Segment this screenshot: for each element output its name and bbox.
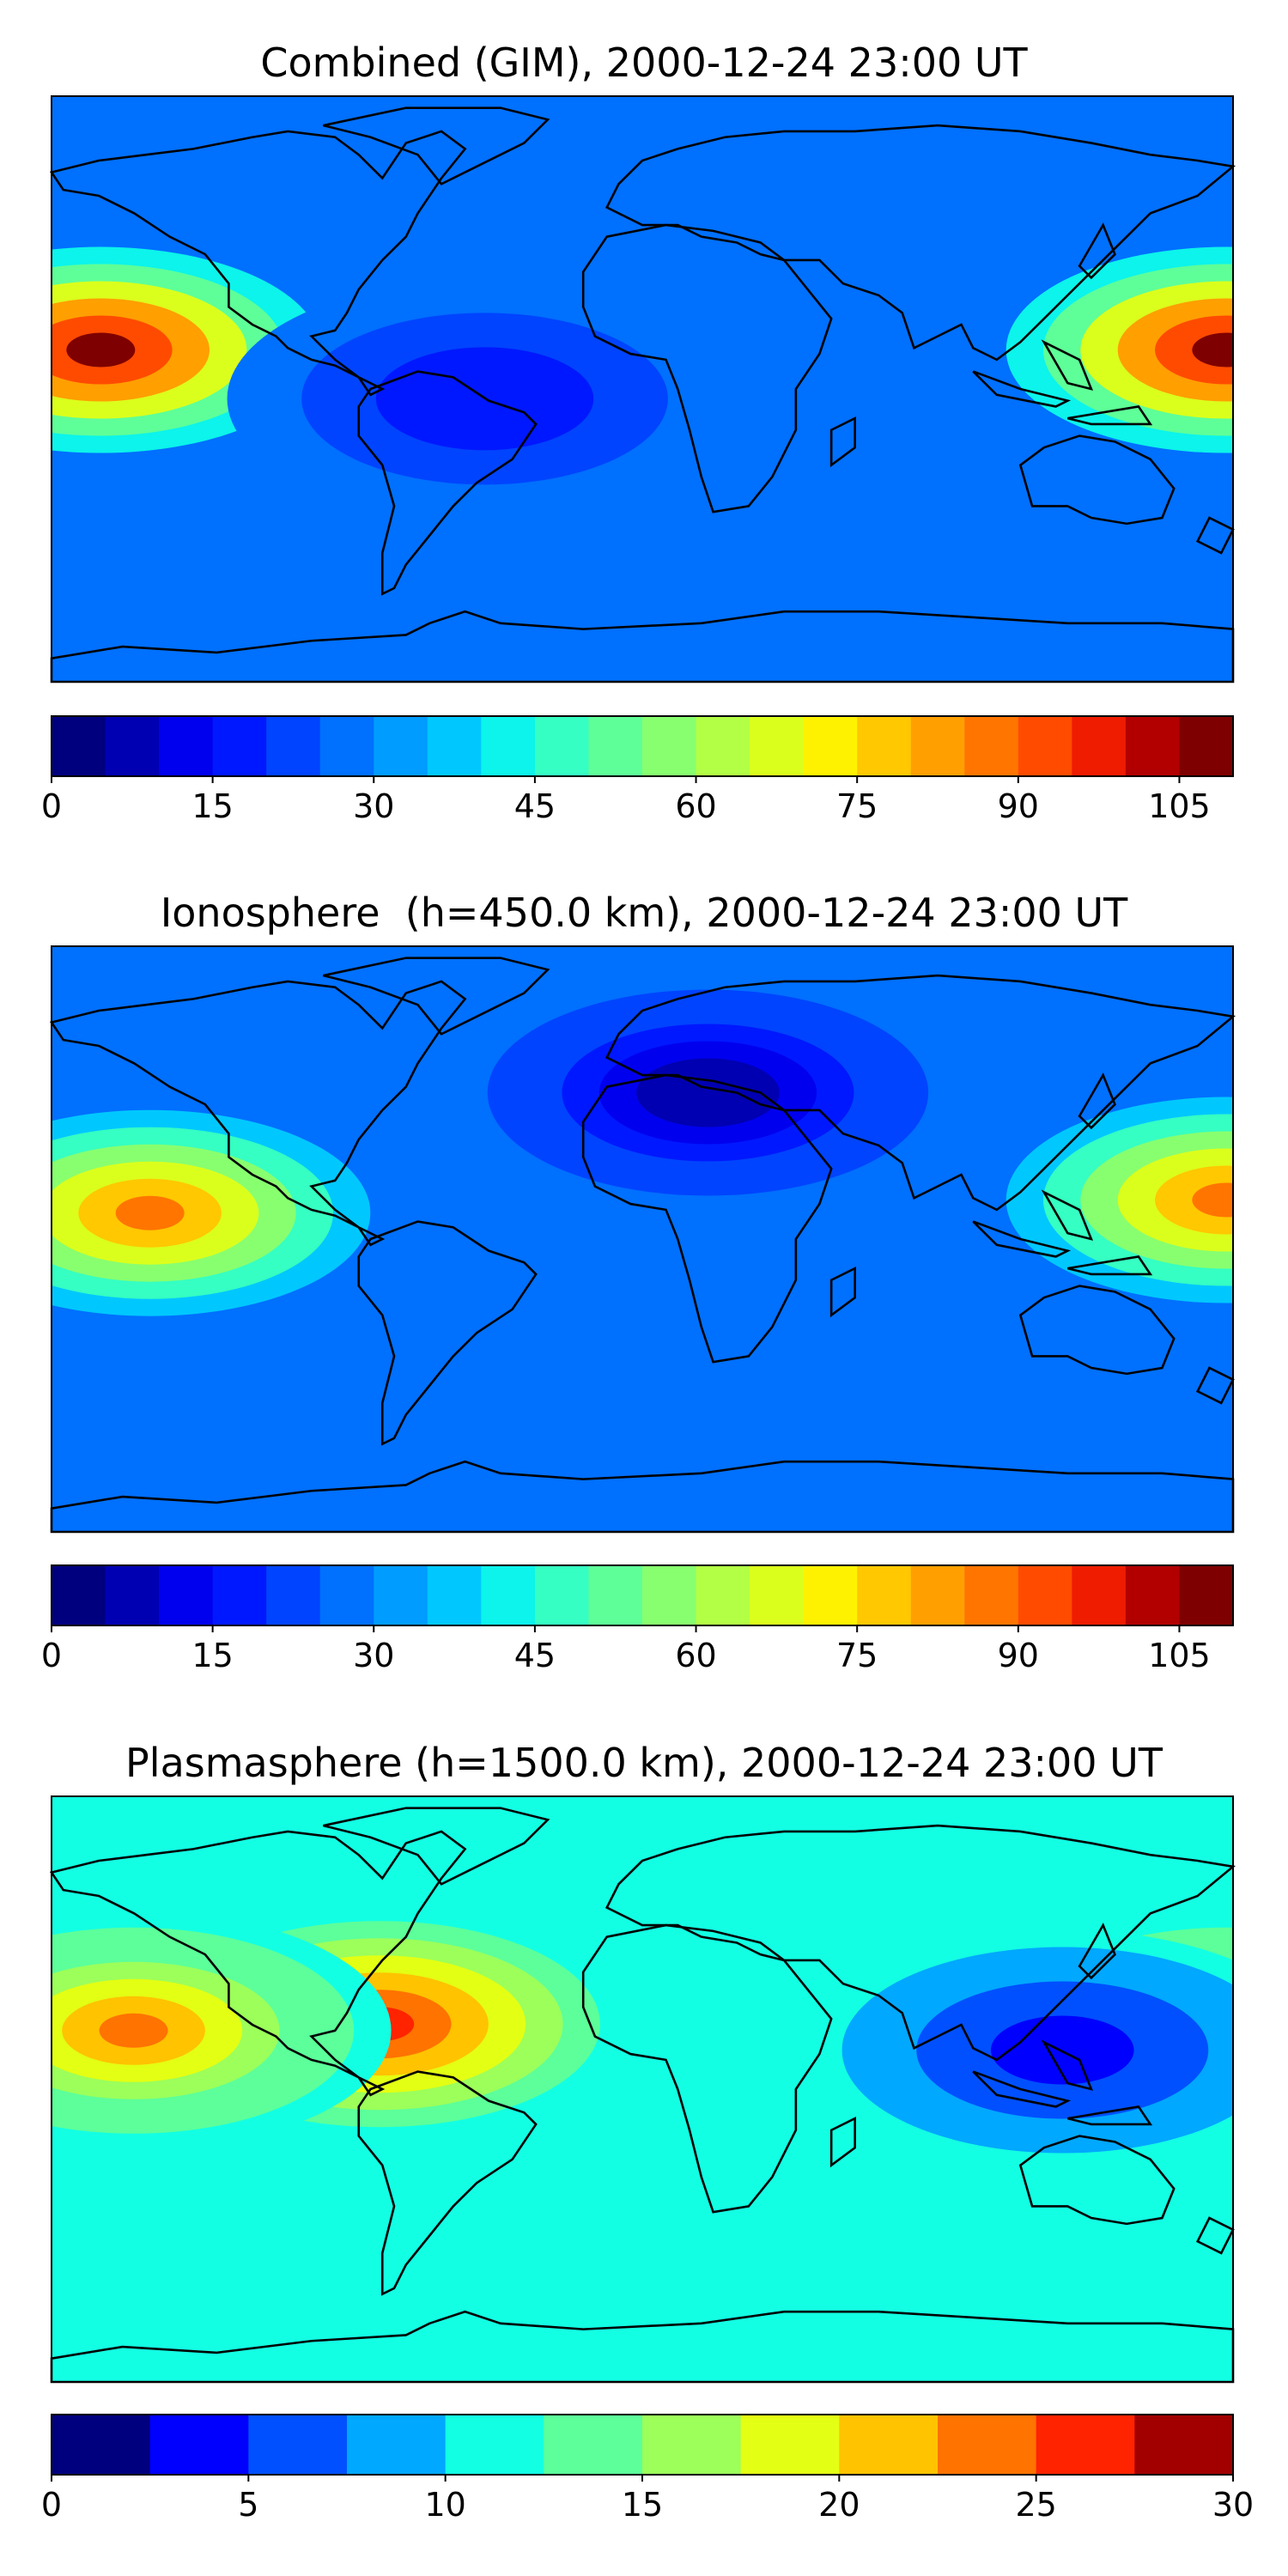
panel-3-colorbar-band-8 [740, 2415, 840, 2475]
panel-1-colorbar-band-15 [803, 716, 858, 776]
panel-2-colorbar-tick-label-2: 15 [191, 1637, 233, 1674]
panel-1-colorbar-tick-label-2: 15 [191, 787, 233, 825]
panel-1-colorbar-tick-label-1: 0 [41, 787, 62, 825]
panel-3-colorbar-band-2 [149, 2415, 249, 2475]
panel-3-coastlines [52, 1808, 1233, 2382]
panel-2-colorbar-band-9 [481, 1565, 536, 1625]
panel-2-colorbar-tick-label-4: 45 [514, 1637, 556, 1674]
panel-1-colorbar-band-9 [481, 716, 536, 776]
panel-1-colorbar-band-20 [1072, 716, 1127, 776]
panel-2-colorbar-tick-label-1: 0 [41, 1637, 62, 1674]
panel-3-colorbar-tick-label-2: 5 [238, 2486, 258, 2524]
panel-2-colorbar-band-18 [964, 1565, 1019, 1625]
panel-2-colorbar-band-11 [588, 1565, 643, 1625]
panel-1-colorbar-band-17 [910, 716, 965, 776]
panel-3-colorbar-tick-label-1: 0 [41, 2486, 62, 2524]
panel-3-colorbar-tick-label-7: 30 [1212, 2486, 1254, 2524]
panel-3-colorbar-band-1 [52, 2415, 151, 2475]
panel-1-title: Combined (GIM), 2000-12-24 23:00 UT [260, 39, 1028, 86]
panel-3-colorbar-band-9 [839, 2415, 939, 2475]
panel-2-colorbar-band-17 [910, 1565, 965, 1625]
panel-2-title: Ionosphere (h=450.0 km), 2000-12-24 23:0… [160, 890, 1128, 936]
panel-3-colorbar-tick-label-6: 25 [1015, 2486, 1056, 2524]
panel-1-peak-1-contour-7 [66, 332, 136, 368]
panel-2-colorbar-band-16 [857, 1565, 912, 1625]
panel-3-colorbar-band-6 [544, 2415, 643, 2475]
panel-1-colorbar-band-11 [588, 716, 643, 776]
panel-2-colorbar-band-4 [212, 1565, 267, 1625]
panel-2-colorbar-tick-label-5: 60 [675, 1637, 716, 1674]
panel-2-colorbar-band-12 [642, 1565, 697, 1625]
panel-3-colorbar-band-11 [1036, 2415, 1135, 2475]
panel-1-map-frame [51, 95, 1234, 683]
panel-1-colorbar-band-5 [266, 716, 321, 776]
panel-2-colorbar-frame [51, 1564, 1234, 1626]
panel-3-colorbar-tick-label-5: 20 [818, 2486, 860, 2524]
panel-1-colorbar-band-2 [105, 716, 160, 776]
panel-1-colorbar-tick-label-6: 75 [836, 787, 878, 825]
panel-1-colorbar-band-1 [52, 716, 106, 776]
panel-3-map-frame [51, 1795, 1234, 2383]
panel-1-coastlines [52, 108, 1233, 682]
panel-3-peak-4-contour-7 [1028, 2032, 1097, 2068]
panel-2-colorbar-band-19 [1018, 1565, 1072, 1625]
panel-2-colorbar-band-7 [374, 1565, 428, 1625]
panel-2-colorbar-band-10 [534, 1565, 590, 1625]
panel-2-colorbar-band-2 [105, 1565, 160, 1625]
panel-2-colorbar-band-21 [1125, 1565, 1181, 1625]
panel-1-colorbar-tick-label-4: 45 [514, 787, 556, 825]
panel-3-colorbar-band-7 [642, 2415, 742, 2475]
panel-2-peak-1-contour-7 [115, 1195, 185, 1230]
panel-1-peak-2-contour-7 [1192, 332, 1233, 368]
panel-1-colorbar-band-6 [319, 716, 374, 776]
panel-2-colorbar-tick-label-6: 75 [836, 1637, 878, 1674]
panel-2-colorbar-band-14 [750, 1565, 805, 1625]
panel-1-colorbar-band-12 [642, 716, 697, 776]
panel-2-colorbar-band-13 [696, 1565, 750, 1625]
panel-1-colorbar-band-21 [1125, 716, 1181, 776]
panel-2-map-frame [51, 945, 1234, 1533]
panel-3-colorbar-band-10 [938, 2415, 1037, 2475]
panel-3-colorbar-band-3 [248, 2415, 348, 2475]
panel-1-colorbar-band-4 [212, 716, 267, 776]
panel-1-colorbar-band-7 [374, 716, 428, 776]
panel-2-peak-2-contour-7 [1192, 1182, 1233, 1218]
panel-3-colorbar-tick-label-4: 15 [622, 2486, 663, 2524]
panel-3-colorbar-band-5 [445, 2415, 544, 2475]
panel-3-colorbar-band-4 [347, 2415, 447, 2475]
panel-2-colorbar-tick-label-3: 30 [353, 1637, 394, 1674]
panel-1-colorbar-band-16 [857, 716, 912, 776]
panel-1-colorbar-tick-label-8: 105 [1148, 787, 1211, 825]
panel-2-colorbar-tick-label-8: 105 [1148, 1637, 1211, 1674]
panel-2-coastlines [52, 958, 1233, 1532]
panel-3-colorbar-band-12 [1134, 2415, 1234, 2475]
panel-2-colorbar-band-8 [427, 1565, 482, 1625]
panel-1-colorbar-band-14 [750, 716, 805, 776]
panel-2-colorbar-band-6 [319, 1565, 374, 1625]
panel-2-colorbar-band-1 [52, 1565, 106, 1625]
panel-1-colorbar-tick-label-7: 90 [998, 787, 1039, 825]
panel-2-colorbar-band-3 [159, 1565, 214, 1625]
panel-3-peak-2-contour-7 [99, 2013, 168, 2048]
panel-1-colorbar-band-3 [159, 716, 214, 776]
panel-2-colorbar-band-22 [1179, 1565, 1234, 1625]
panel-1-colorbar-band-22 [1179, 716, 1234, 776]
panel-1-colorbar-tick-label-5: 60 [675, 787, 716, 825]
panel-3-title: Plasmasphere (h=1500.0 km), 2000-12-24 2… [125, 1740, 1163, 1786]
panel-2-colorbar-band-15 [803, 1565, 858, 1625]
panel-1-colorbar-band-13 [696, 716, 750, 776]
panel-1-colorbar-frame [51, 715, 1234, 777]
panel-2-colorbar-band-5 [266, 1565, 321, 1625]
panel-2-colorbar-band-20 [1072, 1565, 1127, 1625]
panel-1-colorbar-tick-label-3: 30 [353, 787, 394, 825]
panel-2-colorbar-tick-label-7: 90 [998, 1637, 1039, 1674]
panel-3-colorbar-tick-label-3: 10 [424, 2486, 465, 2524]
panel-1-colorbar-band-19 [1018, 716, 1072, 776]
panel-1-colorbar-band-18 [964, 716, 1019, 776]
panel-1-colorbar-band-8 [427, 716, 482, 776]
panel-1-colorbar-band-10 [534, 716, 590, 776]
